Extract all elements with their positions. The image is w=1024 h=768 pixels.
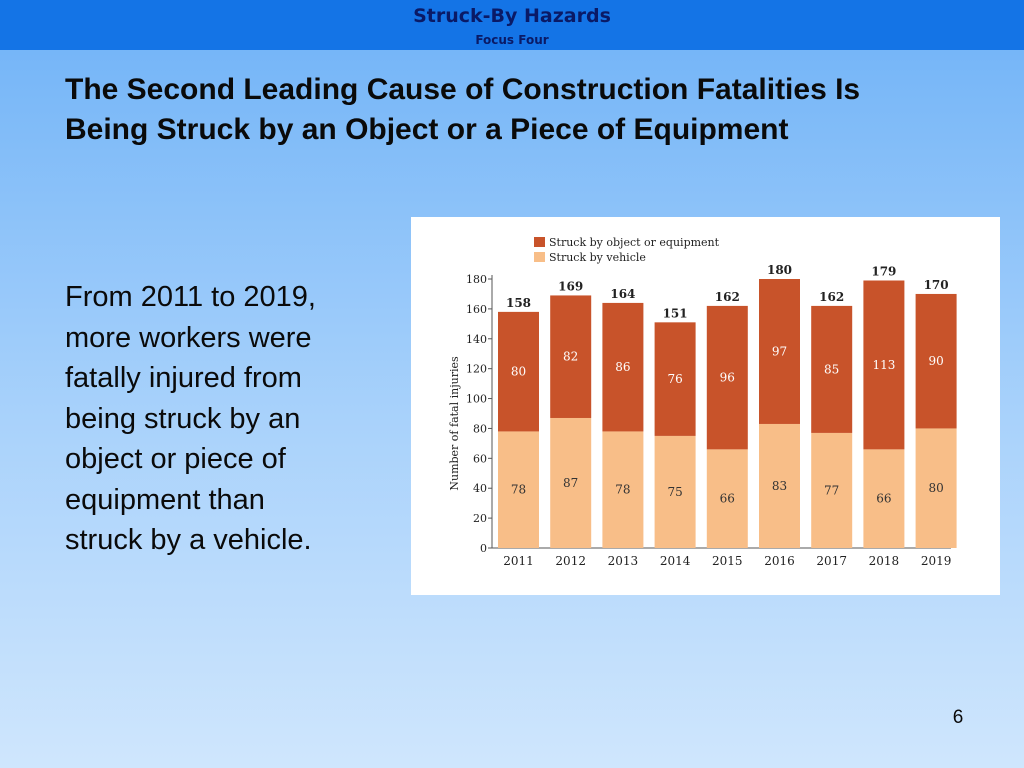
data-label-vehicle: 83: [772, 479, 787, 493]
x-tick-label: 2016: [764, 554, 795, 568]
y-axis-title: Number of fatal injuries: [448, 356, 461, 491]
chart-panel: 0 20 40 60 80 100 120 140 160 180 Number of fatal …: [411, 217, 1000, 595]
body-line: From 2011 to 2019,: [65, 281, 316, 313]
bar-struck-by-vehicle: [759, 423, 800, 548]
bar-struck-by-object: [811, 305, 853, 433]
slide-heading-line: The Second Leading Cause of Construction…: [65, 73, 861, 106]
x-tick-label: 2019: [921, 554, 952, 568]
x-tick-label: 2018: [869, 554, 900, 568]
data-label-total: 169: [558, 279, 583, 293]
bar-struck-by-vehicle: [654, 435, 696, 548]
x-tick-label: 2012: [555, 554, 586, 568]
data-label-object: 85: [824, 362, 839, 376]
stacked-bar-chart: 0 20 40 60 80 100 120 140 160 180 Number of fatal …: [448, 236, 957, 568]
body-line: struck by a vehicle.: [65, 524, 312, 556]
x-tick-label: 2011: [503, 554, 534, 568]
data-label-total: 151: [663, 306, 688, 320]
bar-struck-by-object: [550, 295, 592, 418]
banner-subtitle: Focus Four: [475, 33, 549, 47]
y-tick-label: 0: [480, 542, 487, 555]
x-tick-label: 2017: [816, 554, 847, 568]
bar-struck-by-object: [759, 279, 800, 424]
data-label-total: 162: [715, 290, 740, 304]
page-number: 6: [952, 707, 964, 728]
y-tick-label: 80: [473, 422, 487, 435]
data-label-total: 180: [767, 263, 792, 277]
data-label-vehicle: 77: [824, 483, 839, 497]
body-line: object or piece of: [65, 443, 286, 475]
data-label-object: 97: [772, 344, 787, 358]
data-label-object: 96: [720, 371, 735, 385]
data-label-vehicle: 66: [720, 492, 735, 506]
y-tick-label: 100: [466, 393, 487, 406]
bar-struck-by-object: [863, 280, 905, 450]
bar-struck-by-object: [706, 305, 748, 450]
data-label-object: 90: [928, 354, 943, 368]
x-tick-label: 2014: [660, 554, 691, 568]
bar-struck-by-object: [498, 311, 539, 432]
data-label-total: 170: [924, 278, 949, 292]
data-label-vehicle: 80: [928, 481, 943, 495]
legend-swatch: [534, 237, 545, 247]
bar-struck-by-vehicle: [811, 432, 853, 548]
legend-label: Struck by vehicle: [549, 251, 646, 264]
bar-struck-by-vehicle: [550, 417, 592, 548]
slide-heading: The Second Leading Cause of Construction…: [65, 70, 1005, 150]
body-line: fatally injured from: [65, 362, 302, 394]
data-label-vehicle: 87: [563, 476, 578, 490]
x-tick-label: 2015: [712, 554, 743, 568]
data-label-total: 164: [610, 287, 635, 301]
bar-struck-by-vehicle: [602, 431, 644, 548]
bar-struck-by-vehicle: [706, 449, 748, 548]
legend-swatch: [534, 252, 545, 262]
data-label-total: 162: [819, 290, 844, 304]
data-label-vehicle: 78: [511, 483, 526, 497]
legend-label: Struck by object or equipment: [549, 236, 720, 249]
body-line: more workers were: [65, 321, 312, 354]
data-label-vehicle: 66: [876, 492, 891, 506]
data-label-object: 76: [667, 372, 682, 386]
y-tick-label: 140: [466, 333, 487, 346]
data-label-object: 80: [511, 365, 526, 379]
body-line: being struck by an: [65, 402, 301, 435]
bar-struck-by-vehicle: [863, 449, 905, 548]
slide-heading-line: Being Struck by an Object or a Piece of …: [65, 113, 789, 146]
y-tick-label: 160: [466, 303, 487, 316]
title-banner: Struck-By Hazards Focus Four: [0, 0, 1024, 50]
data-label-object: 113: [872, 358, 895, 372]
data-label-object: 82: [563, 350, 578, 364]
data-label-total: 179: [871, 264, 896, 278]
bar-struck-by-object: [654, 322, 696, 436]
y-tick-label: 20: [473, 512, 487, 525]
bar-struck-by-vehicle: [498, 431, 539, 548]
y-tick-label: 180: [466, 273, 487, 286]
body-paragraph: From 2011 to 2019, more workers were fat…: [65, 277, 405, 561]
data-label-total: 158: [506, 296, 531, 310]
x-tick-label: 2013: [608, 554, 639, 568]
bar-struck-by-vehicle: [915, 428, 957, 548]
banner-title: Struck-By Hazards: [413, 5, 611, 27]
data-label-vehicle: 75: [667, 485, 682, 499]
y-tick-label: 120: [466, 363, 487, 376]
data-label-object: 86: [615, 360, 630, 374]
body-line: equipment than: [65, 483, 265, 516]
bar-struck-by-object: [915, 293, 957, 429]
bar-struck-by-object: [602, 302, 644, 432]
data-label-vehicle: 78: [615, 483, 630, 497]
y-tick-label: 40: [473, 482, 487, 495]
y-tick-label: 60: [473, 452, 487, 465]
